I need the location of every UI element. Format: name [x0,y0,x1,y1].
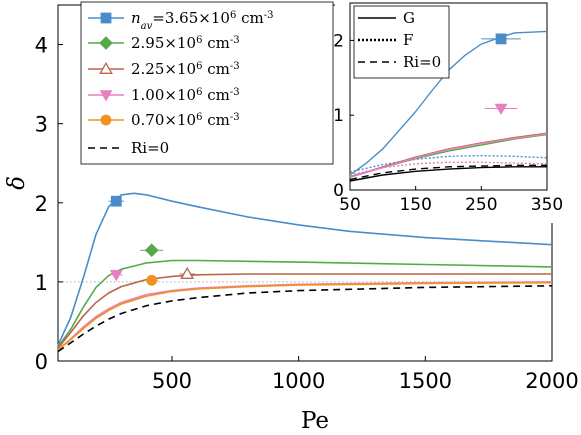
legend-label-n365: nav=3.65×106 cm-3 [131,9,273,32]
main-y-tick-label: 0 [35,350,48,374]
inset-x-tick-label: 350 [531,195,563,215]
inset-series-ri0 [349,164,547,181]
main-series-n365 [57,192,553,346]
inset-legend: GF Ri=0 [353,5,450,79]
main-marker-n100 [109,270,123,282]
main-x-axis-label: Pe [301,408,329,434]
main-series-ri0 [57,285,553,353]
main-marker-n295 [144,243,159,258]
legend-label-n225: 2.25×106 cm-3 [131,60,240,78]
inset-y-tick-label: 2 [333,31,344,51]
main-series-n295 [57,259,553,348]
main-y-tick-label: 3 [35,113,48,137]
inset-y-tick-label: 1 [333,106,344,126]
main-y-tick-label: 1 [35,271,48,295]
inset-x-tick-label: 250 [465,195,497,215]
inset-legend-label-0: G [403,9,415,27]
main-series-n070 [57,281,553,351]
legend-label-n295: 2.95×106 cm-3 [131,34,240,52]
legend-label-ri0: Ri=0 [131,139,169,157]
inset-series-pinkF [349,161,548,176]
inset-x-tick-label: 150 [399,195,431,215]
inset-series-blueF [349,154,548,173]
legend-label-n070: 0.70×106 cm-3 [131,111,240,129]
main-marker-n365 [110,195,122,207]
main-y-tick-label: 4 [35,34,48,58]
legend-marker-n365 [100,12,112,24]
inset-marker-pinkG [494,103,508,116]
main-x-tick-label: 1000 [272,369,325,393]
main-legend-box [80,1,334,165]
main-legend: nav=3.65×106 cm-3 2.95×106 cm-3 2.25×106 c… [80,1,334,165]
legend-marker-n295 [99,36,113,50]
inset-series-blackG [349,166,547,182]
inset-y-tick-label: 0 [333,181,344,201]
inset-legend-label-2: Ri=0 [403,53,441,71]
main-marker-n070 [146,274,158,286]
main-x-tick-label: 2000 [525,369,578,393]
legend-label-n100: 1.00×106 cm-3 [131,86,240,104]
main-x-tick-label: 500 [152,369,192,393]
legend-marker-n100 [99,90,113,102]
inset-chart: 50 150 250 350 0 1 2 GF Ri=0 [333,2,563,223]
main-y-axis-label: δ [4,176,30,190]
inset-x-tick-label: 50 [339,195,361,215]
main-series-n100 [57,281,553,351]
main-x-tick-label: 1500 [399,369,452,393]
inset-legend-label-1: F [403,31,413,49]
legend-marker-n225 [99,61,113,74]
legend-marker-n070 [100,114,112,126]
inset-marker-blueG [495,33,507,45]
main-y-tick-label: 2 [35,192,48,216]
main-marker-n225 [180,266,195,279]
